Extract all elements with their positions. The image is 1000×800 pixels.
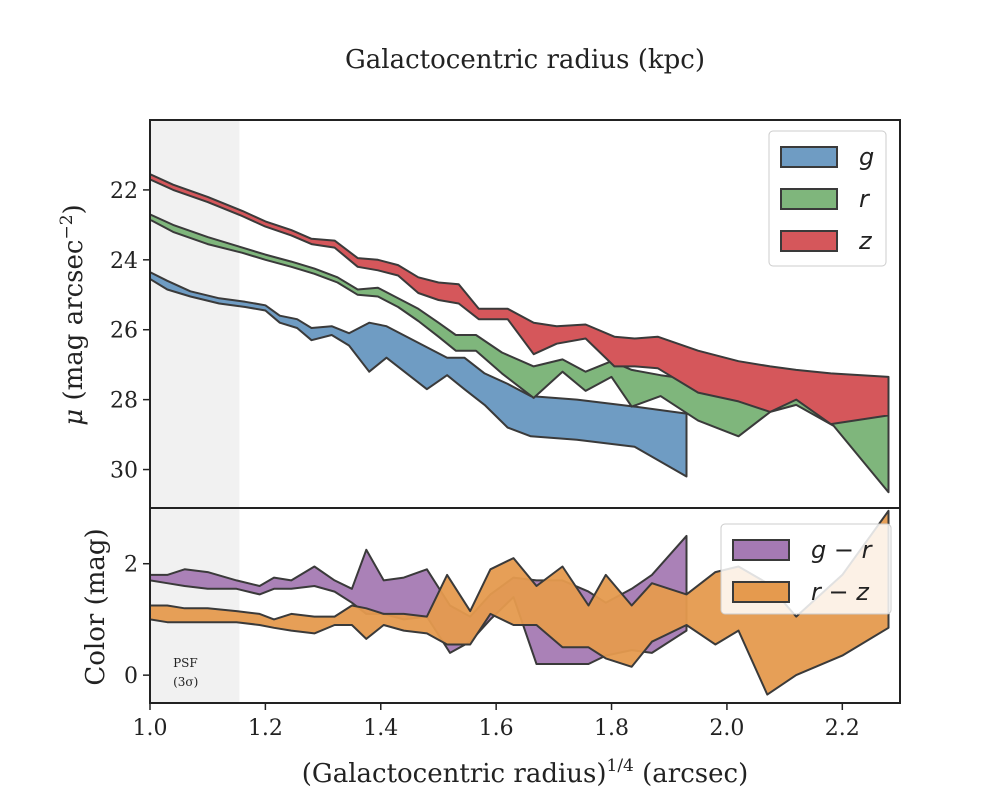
legend-bottom-swatch-1	[732, 581, 790, 603]
ylabel-text: (mag arcsec	[59, 240, 89, 409]
psf-label-line1: PSF	[173, 656, 198, 670]
legend-bottom-swatch-0	[732, 539, 790, 561]
psf-label-line2: (3σ)	[173, 675, 198, 689]
ylabel-symbol: μ	[59, 409, 89, 426]
bottom-panel-ylabel: Color (mag)	[81, 528, 111, 685]
legend-top-label-0: g	[859, 143, 874, 171]
legend-top-label-2: z	[858, 227, 873, 255]
plot-layer: PSF (3σ) 22 24 26 28 30 0 2 1.0 1.2 1.4 1.6 1.8 2.0 2.2…	[110, 119, 901, 741]
ytick-label-bottom-0: 0	[124, 664, 138, 689]
legend-top-label-1: r	[859, 185, 871, 213]
xtick-label-1.4: 1.4	[363, 716, 398, 741]
ylabel-exponent: −2	[57, 214, 77, 239]
legend-bottom-label-0: g − r	[811, 536, 874, 564]
xtick-label-1.0: 1.0	[133, 716, 168, 741]
xtick-label-2.0: 2.0	[709, 716, 744, 741]
xtick-label-2.2: 2.2	[825, 716, 860, 741]
band-g	[150, 271, 688, 478]
ytick-label-top-30: 30	[110, 459, 138, 484]
psf-region-top	[150, 120, 240, 508]
band-z	[150, 173, 890, 426]
bottom-panel-frame	[149, 507, 901, 704]
xlabel-unit: (arcsec)	[634, 759, 748, 789]
legend-top-swatch-0	[780, 146, 838, 168]
top-axis-title: Galactocentric radius (kpc)	[345, 45, 705, 75]
legend-top-swatch-2	[780, 230, 838, 252]
bottom-axis-title: (Galactocentric radius)1/4 (arcsec)	[302, 756, 748, 789]
legend-top-swatch-1	[780, 188, 838, 210]
ytick-label-bottom-2: 2	[124, 553, 138, 578]
legend-bottom-label-1: r − z	[811, 578, 870, 606]
ytick-label-top-28: 28	[110, 389, 138, 414]
ytick-label-top-22: 22	[110, 179, 138, 204]
ytick-label-top-26: 26	[110, 319, 138, 344]
band-r---z	[150, 509, 890, 696]
top-panel-ylabel: μ (mag arcsec−2)	[57, 204, 89, 425]
xlabel-base: (Galactocentric radius)	[302, 759, 607, 789]
band-r	[150, 213, 890, 494]
xlabel-exponent: 1/4	[607, 756, 634, 776]
xtick-label-1.6: 1.6	[479, 716, 514, 741]
xtick-label-1.2: 1.2	[248, 716, 283, 741]
ylabel-close: )	[59, 204, 89, 214]
ytick-label-top-24: 24	[110, 249, 138, 274]
xtick-label-1.8: 1.8	[594, 716, 629, 741]
